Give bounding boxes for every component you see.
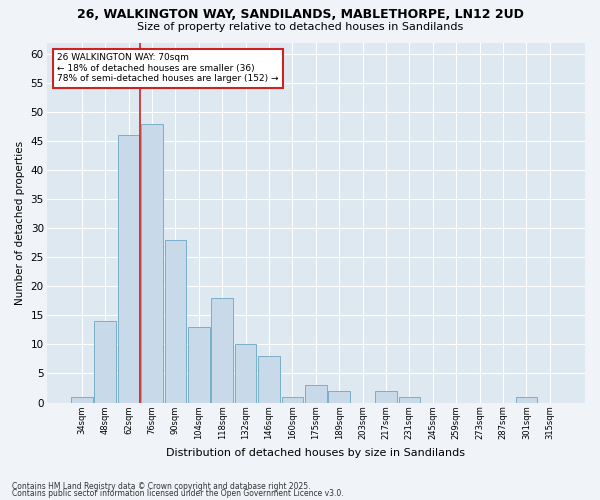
Bar [515,396,537,402]
Y-axis label: Number of detached properties: Number of detached properties [15,140,25,304]
Text: Size of property relative to detached houses in Sandilands: Size of property relative to detached ho… [137,22,463,32]
Text: 26, WALKINGTON WAY, SANDILANDS, MABLETHORPE, LN12 2UD: 26, WALKINGTON WAY, SANDILANDS, MABLETHO… [77,8,523,20]
Bar [328,391,350,402]
Bar [188,327,209,402]
Bar [118,136,139,402]
Text: 26 WALKINGTON WAY: 70sqm
← 18% of detached houses are smaller (36)
78% of semi-d: 26 WALKINGTON WAY: 70sqm ← 18% of detach… [58,54,279,83]
Bar [211,298,233,403]
Bar [305,385,326,402]
Bar [71,396,92,402]
Bar [258,356,280,403]
Bar [235,344,256,403]
Bar [281,396,303,402]
Bar [164,240,186,402]
Text: Contains public sector information licensed under the Open Government Licence v3: Contains public sector information licen… [12,489,344,498]
Text: Contains HM Land Registry data © Crown copyright and database right 2025.: Contains HM Land Registry data © Crown c… [12,482,311,491]
Bar [398,396,420,402]
Bar [141,124,163,402]
Bar [375,391,397,402]
Bar [94,321,116,402]
X-axis label: Distribution of detached houses by size in Sandilands: Distribution of detached houses by size … [166,448,465,458]
